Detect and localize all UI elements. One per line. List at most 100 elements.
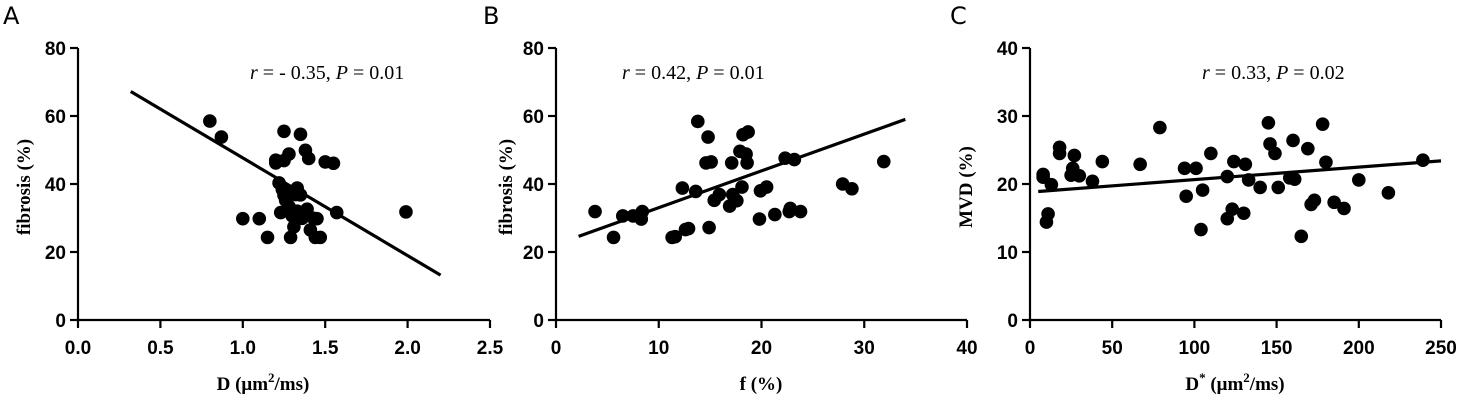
y-tick-label: 20	[523, 243, 544, 264]
data-point	[1416, 153, 1430, 167]
data-point	[845, 181, 859, 196]
data-point	[1095, 154, 1110, 169]
stats-annotation: r = 0.42, P = 0.01	[622, 62, 765, 84]
x-tick-label: 10	[648, 338, 669, 359]
x-axis-title: f (%)	[740, 374, 783, 395]
data-point	[730, 193, 744, 208]
data-point	[301, 151, 316, 166]
x-tick-label: 2.0	[394, 338, 420, 359]
data-point	[1271, 180, 1286, 195]
data-point	[588, 204, 602, 219]
data-point	[293, 127, 308, 142]
data-point	[712, 187, 727, 202]
y-tick-label: 30	[997, 107, 1018, 128]
data-point	[203, 114, 217, 128]
y-tick-label: 0	[1007, 311, 1018, 332]
x-tick-label: 20	[751, 338, 772, 359]
data-point	[313, 230, 328, 245]
panel-letter: B	[483, 2, 499, 30]
data-point	[1253, 180, 1267, 195]
x-tick-label: 1.0	[230, 338, 256, 359]
data-point	[675, 181, 690, 195]
x-tick-label: 0	[1025, 338, 1036, 359]
y-tick-label: 40	[997, 39, 1018, 60]
data-point	[1286, 133, 1300, 148]
x-axis-title: D (μm2/ms)	[217, 370, 310, 395]
y-tick-label: 60	[523, 107, 544, 128]
y-tick-label: 80	[45, 39, 66, 60]
data-point	[783, 201, 798, 216]
data-point	[283, 230, 298, 245]
data-point	[310, 211, 324, 226]
data-point	[1195, 183, 1210, 197]
data-point	[1177, 161, 1192, 176]
data-point	[768, 207, 782, 222]
y-tick-label: 60	[45, 107, 66, 128]
data-point	[1220, 169, 1235, 184]
panel-c: C MVD (%) D* (μm2/ms) r = 0.33, P = 0.02…	[950, 2, 1457, 395]
y-tick-label: 20	[45, 243, 66, 264]
data-point	[735, 180, 749, 194]
data-point	[701, 130, 715, 144]
data-point	[1287, 172, 1302, 187]
data-point	[1337, 201, 1351, 216]
panel-a: A fibrosis (%) D (μm2/ms) r = - 0.35, P …	[3, 2, 504, 395]
data-point	[793, 204, 808, 219]
x-tick-label: 30	[854, 338, 875, 359]
data-point	[1238, 157, 1253, 172]
y-tick-label: 0	[55, 311, 66, 332]
data-point	[326, 156, 341, 171]
x-axis-title: D* (μm2/ms)	[1185, 370, 1284, 395]
stats-annotation: r = - 0.35, P = 0.01	[250, 62, 404, 84]
data-point	[668, 229, 682, 244]
data-point	[260, 230, 275, 245]
y-axis-title: fibrosis (%)	[496, 139, 517, 235]
data-point	[214, 130, 229, 144]
y-tick-label: 40	[45, 175, 66, 196]
data-point	[1261, 116, 1276, 130]
data-point	[1268, 146, 1282, 161]
data-point	[1085, 174, 1100, 189]
data-point	[1153, 120, 1167, 135]
data-point	[1315, 117, 1330, 131]
data-point	[1072, 169, 1087, 183]
data-point	[1067, 148, 1082, 163]
data-point	[1319, 155, 1333, 170]
data-point	[702, 220, 716, 235]
x-tick-label: 0.5	[147, 338, 174, 359]
x-tick-label: 40	[956, 338, 977, 359]
data-point	[1352, 173, 1366, 187]
data-point	[615, 209, 630, 223]
data-point	[1381, 186, 1396, 200]
data-point	[1179, 189, 1193, 204]
data-point	[1307, 193, 1322, 208]
panel-letter: C	[950, 2, 967, 30]
data-point	[399, 205, 413, 219]
data-point	[741, 125, 755, 139]
data-point	[752, 212, 767, 226]
data-point	[1194, 222, 1208, 237]
data-point	[1227, 154, 1241, 169]
y-tick-label: 0	[533, 311, 544, 332]
data-point	[681, 221, 696, 236]
data-point	[704, 155, 718, 169]
y-axis-title: MVD (%)	[956, 146, 977, 228]
data-point	[1327, 195, 1341, 210]
y-tick-label: 80	[523, 39, 544, 60]
x-tick-label: 0	[551, 338, 562, 359]
data-point	[688, 184, 703, 199]
data-point	[740, 156, 754, 170]
data-point	[329, 205, 344, 220]
data-point	[252, 211, 267, 226]
y-tick-label: 20	[997, 175, 1018, 196]
data-point	[236, 211, 250, 226]
data-point	[1294, 229, 1309, 244]
x-tick-label: 1.5	[312, 338, 339, 359]
x-tick-label: 0.0	[65, 338, 91, 359]
x-tick-label: 50	[1102, 338, 1123, 359]
data-point	[1301, 141, 1315, 156]
y-axis-title: fibrosis (%)	[14, 139, 35, 235]
regression-line	[1038, 159, 1442, 194]
data-point	[606, 230, 621, 245]
